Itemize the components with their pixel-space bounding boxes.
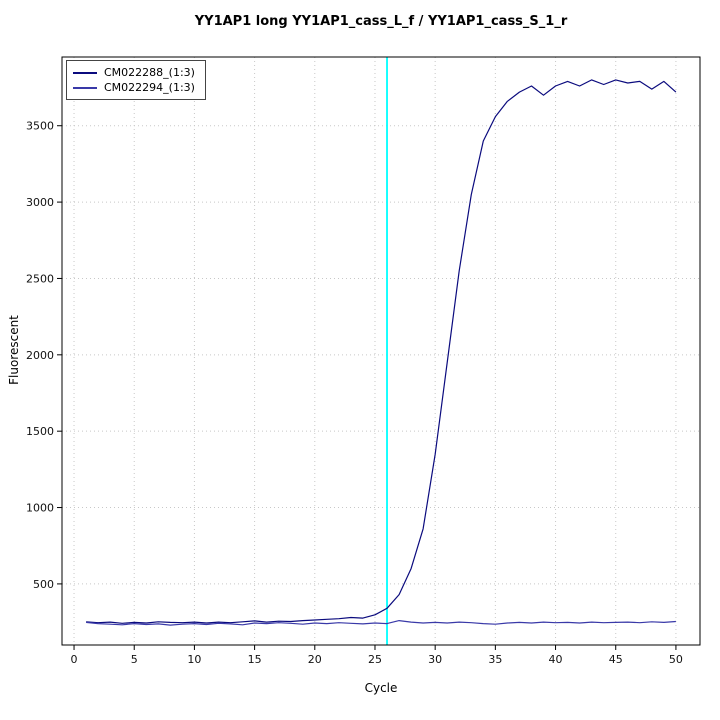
legend-label: CM022288_(1:3) [104,66,195,79]
x-tick-label: 35 [488,653,502,666]
x-tick-label: 30 [428,653,442,666]
x-tick-label: 15 [248,653,262,666]
x-tick-label: 25 [368,653,382,666]
y-tick-label: 3000 [26,196,54,209]
x-tick-label: 50 [669,653,683,666]
x-tick-label: 40 [549,653,563,666]
y-tick-label: 2500 [26,272,54,285]
y-tick-label: 3500 [26,120,54,133]
axis-ticks: 0 5 10 15 20 25 30 35 40 45 50 500 1000 1500 2000 2500 3… [26,120,683,666]
legend-label: CM022294_(1:3) [104,81,195,94]
series-line-1 [86,619,676,626]
legend-item: CM022288_(1:3) [73,65,195,80]
x-axis-label: Cycle [364,681,398,695]
y-tick-label: 1500 [26,425,54,438]
plot-border [61,56,701,646]
chart-title: YY1AP1 long YY1AP1_cass_L_f / YY1AP1_cas… [194,14,568,29]
y-tick-label: 500 [33,578,54,591]
y-tick-label: 1000 [26,502,54,515]
x-tick-label: 45 [609,653,623,666]
x-tick-label: 0 [71,653,78,666]
gridlines [62,57,700,645]
x-tick-label: 10 [187,653,201,666]
legend-item: CM022294_(1:3) [73,80,195,95]
legend-line-swatch-series-1 [73,86,97,89]
y-tick-label: 2000 [26,349,54,362]
legend-line-swatch-series-0 [73,71,97,74]
legend: CM022288_(1:3) CM022294_(1:3) [66,60,206,100]
series-line-0 [86,79,677,624]
x-tick-label: 5 [131,653,138,666]
x-tick-label: 20 [308,653,322,666]
